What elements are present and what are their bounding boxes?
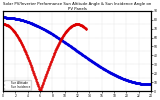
Legend: Sun Altitude, Sun Incidence: Sun Altitude, Sun Incidence — [4, 80, 31, 90]
Title: Solar PV/Inverter Performance Sun Altitude Angle & Sun Incidence Angle on PV Pan: Solar PV/Inverter Performance Sun Altitu… — [3, 2, 151, 11]
